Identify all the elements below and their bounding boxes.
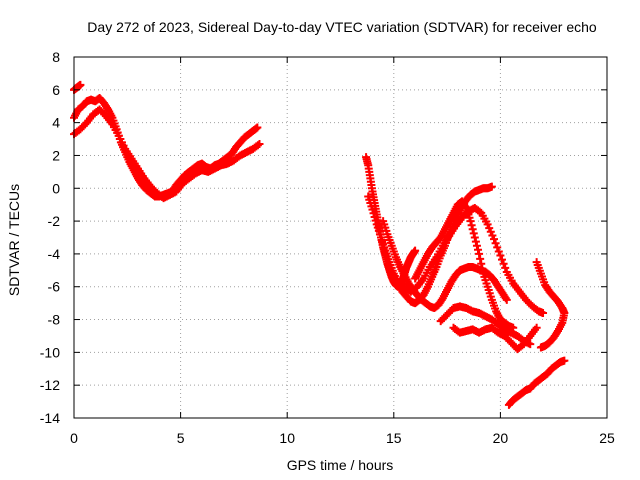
data-point xyxy=(486,227,495,236)
data-point xyxy=(475,249,484,258)
y-tick-label: 0 xyxy=(52,180,60,196)
data-point xyxy=(478,264,487,273)
data-point xyxy=(368,205,377,214)
x-tick-label: 15 xyxy=(386,430,402,446)
data-point xyxy=(532,323,541,332)
data-points xyxy=(70,80,569,409)
data-point xyxy=(470,233,479,242)
series-track-6 xyxy=(379,217,511,313)
x-tick-label: 25 xyxy=(599,430,615,446)
series-track-11 xyxy=(532,258,569,352)
data-point xyxy=(411,246,420,255)
series-track-1 xyxy=(70,80,85,94)
data-point xyxy=(471,237,480,246)
series-track-12 xyxy=(504,356,569,409)
data-point xyxy=(483,220,492,229)
data-point xyxy=(468,225,477,234)
plot-frame xyxy=(73,56,608,419)
data-point xyxy=(472,241,481,250)
data-point xyxy=(493,243,502,252)
x-tick-label: 10 xyxy=(279,430,295,446)
y-axis-label: SDTVAR / TECUs xyxy=(6,184,22,296)
series-track-8 xyxy=(411,197,518,332)
data-point xyxy=(476,254,485,263)
data-point xyxy=(487,182,496,191)
y-tick-label: -10 xyxy=(40,344,60,360)
data-point xyxy=(502,295,511,304)
y-tick-label: 8 xyxy=(52,49,60,65)
y-tick-label: 6 xyxy=(52,82,60,98)
data-point xyxy=(494,247,503,256)
y-tick-label: -6 xyxy=(48,279,61,295)
data-point xyxy=(501,294,510,303)
y-tick-label: -14 xyxy=(40,410,60,426)
x-tick-label: 5 xyxy=(177,430,185,446)
data-point xyxy=(467,221,476,230)
data-point xyxy=(488,231,497,240)
x-axis-label: GPS time / hours xyxy=(287,457,394,473)
data-point xyxy=(255,139,264,148)
y-tick-label: -2 xyxy=(48,213,61,229)
data-point xyxy=(539,308,548,317)
data-point xyxy=(76,80,85,89)
series-track-3 xyxy=(70,105,264,203)
data-point xyxy=(371,216,380,225)
data-point xyxy=(474,245,483,254)
data-point xyxy=(491,239,500,248)
chart-title: Day 272 of 2023, Sidereal Day-to-day VTE… xyxy=(87,19,597,35)
data-point xyxy=(469,229,478,238)
data-point xyxy=(461,202,470,211)
data-point xyxy=(253,141,262,150)
data-point xyxy=(370,212,379,221)
y-tick-label: -12 xyxy=(40,377,60,393)
data-point xyxy=(499,259,508,268)
y-tick-label: 2 xyxy=(52,147,60,163)
y-tick-label: -8 xyxy=(48,312,61,328)
axis-ticks: 0 5 10 15 20 25 -14 -12 -10 -8 -6 -4 -2 0 2 4 6 8 xyxy=(40,49,615,446)
data-point xyxy=(536,343,545,352)
data-point xyxy=(490,235,499,244)
data-point xyxy=(496,251,505,260)
x-tick-label: 0 xyxy=(70,430,78,446)
x-tick-label: 20 xyxy=(493,430,509,446)
data-point xyxy=(466,217,475,226)
y-tick-label: -4 xyxy=(48,246,61,262)
series-track-10 xyxy=(449,323,541,354)
data-point xyxy=(485,224,494,233)
data-point xyxy=(501,263,510,272)
y-tick-label: 4 xyxy=(52,115,60,131)
data-point xyxy=(253,123,262,132)
data-point xyxy=(497,255,506,264)
data-point xyxy=(477,259,486,268)
data-point xyxy=(560,356,569,365)
grid xyxy=(74,57,607,418)
data-point xyxy=(369,209,378,218)
data-point xyxy=(475,207,484,216)
series-track-9 xyxy=(436,302,535,349)
